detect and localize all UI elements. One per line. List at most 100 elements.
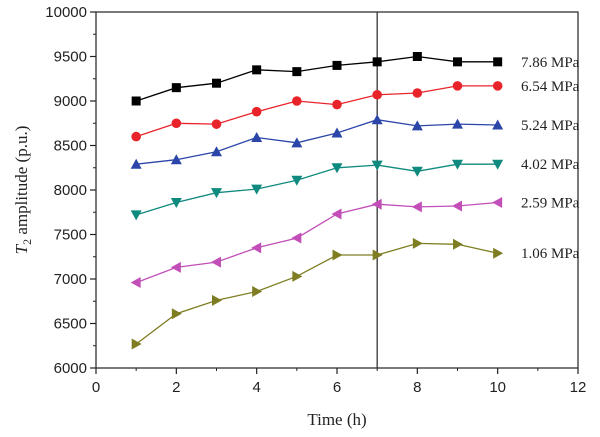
y-tick-label: 8000 — [54, 182, 87, 199]
data-point — [252, 65, 262, 75]
y-axis-title: T2 amplitude (p.u.) — [12, 126, 34, 255]
data-point — [170, 197, 182, 208]
series-0 — [131, 52, 503, 106]
x-tick-label: 10 — [489, 379, 506, 396]
data-point — [170, 154, 182, 165]
y-tick-label: 8500 — [54, 138, 87, 155]
y-tick-label: 9000 — [54, 93, 87, 110]
data-point — [291, 175, 303, 186]
data-point — [131, 131, 141, 142]
data-point — [292, 96, 302, 106]
x-tick-label: 12 — [570, 379, 587, 396]
data-point — [372, 249, 383, 261]
data-point — [131, 96, 141, 106]
data-point — [332, 60, 342, 70]
series-line — [135, 55, 498, 102]
data-point — [452, 159, 463, 170]
data-point — [211, 119, 222, 129]
legend-label: 7.86 MPa — [521, 55, 580, 71]
data-point — [493, 247, 504, 259]
data-point — [211, 256, 221, 268]
data-point — [332, 99, 342, 110]
data-point — [292, 270, 303, 282]
legend-label: 4.02 MPa — [521, 157, 580, 173]
data-point — [211, 188, 222, 199]
data-point — [452, 81, 463, 91]
data-point — [493, 57, 503, 67]
data-point — [371, 160, 383, 171]
data-point — [211, 146, 222, 157]
data-point — [291, 232, 302, 244]
y-tick-label: 7500 — [54, 227, 87, 244]
series-line — [135, 201, 498, 284]
series-line — [136, 119, 498, 165]
data-point — [332, 249, 343, 261]
y-tick-label: 6000 — [54, 360, 87, 377]
data-point — [452, 200, 462, 212]
data-point — [412, 237, 423, 249]
y-tick-label: 7000 — [54, 271, 87, 288]
x-tick-label: 0 — [92, 379, 100, 396]
x-tick-label: 8 — [413, 379, 421, 396]
data-point — [252, 285, 263, 297]
y-tick-label: 9500 — [54, 49, 87, 66]
legend-label: 5.24 MPa — [521, 118, 580, 134]
data-point — [412, 88, 423, 98]
data-point — [292, 67, 302, 77]
data-point — [492, 119, 504, 130]
x-tick-label: 6 — [333, 379, 341, 396]
series-3 — [130, 159, 504, 221]
series-2 — [130, 114, 504, 169]
data-point — [411, 166, 423, 177]
data-point — [371, 198, 382, 210]
data-point — [371, 114, 383, 125]
data-point — [130, 277, 141, 289]
data-point — [171, 308, 182, 320]
data-point — [412, 52, 422, 61]
y-axis-title-sub: 2 — [20, 239, 34, 245]
data-point — [492, 81, 503, 91]
data-point — [251, 184, 263, 195]
data-point — [411, 201, 422, 213]
data-point — [372, 57, 382, 67]
legend-label: 2.59 MPa — [521, 195, 580, 211]
y-axis-title-var: T — [12, 243, 31, 254]
series-line — [135, 242, 498, 345]
data-point — [212, 78, 221, 88]
data-point — [453, 238, 463, 250]
x-axis-title: Time (h) — [307, 410, 366, 429]
data-point — [170, 261, 181, 273]
data-point — [453, 57, 462, 67]
data-point — [130, 210, 142, 221]
data-point — [251, 131, 263, 142]
data-point — [130, 158, 142, 169]
data-point — [291, 137, 303, 148]
data-point — [331, 208, 342, 220]
data-point — [131, 338, 142, 350]
legend-label: 6.54 MPa — [521, 79, 580, 95]
x-tick-label: 2 — [172, 379, 180, 396]
data-point — [251, 106, 262, 117]
series-line — [136, 163, 498, 216]
data-point — [492, 159, 504, 170]
data-point — [492, 196, 503, 208]
data-point — [331, 127, 343, 138]
data-point — [452, 118, 463, 129]
data-point — [212, 294, 222, 306]
data-point — [372, 89, 382, 100]
series-group — [130, 52, 504, 350]
data-point — [251, 242, 262, 254]
data-point — [171, 118, 182, 129]
data-point — [411, 120, 423, 131]
series-1 — [131, 81, 503, 142]
series-4 — [130, 196, 503, 289]
axis-ticks: 0 2 4 6 8 10 12 6000 6500 7000 7500 8000 8500 9000 950… — [45, 4, 586, 396]
data-point — [171, 83, 181, 93]
series-5 — [131, 237, 504, 350]
data-point — [331, 163, 343, 174]
y-tick-label: 10000 — [45, 4, 87, 21]
legend-label: 1.06 MPa — [521, 246, 580, 262]
legend: 7.86 MPa 6.54 MPa 5.24 MPa 4.02 MPa 2.59 MPa… — [521, 55, 580, 262]
y-axis-title-rest: amplitude (p.u.) — [12, 126, 31, 239]
